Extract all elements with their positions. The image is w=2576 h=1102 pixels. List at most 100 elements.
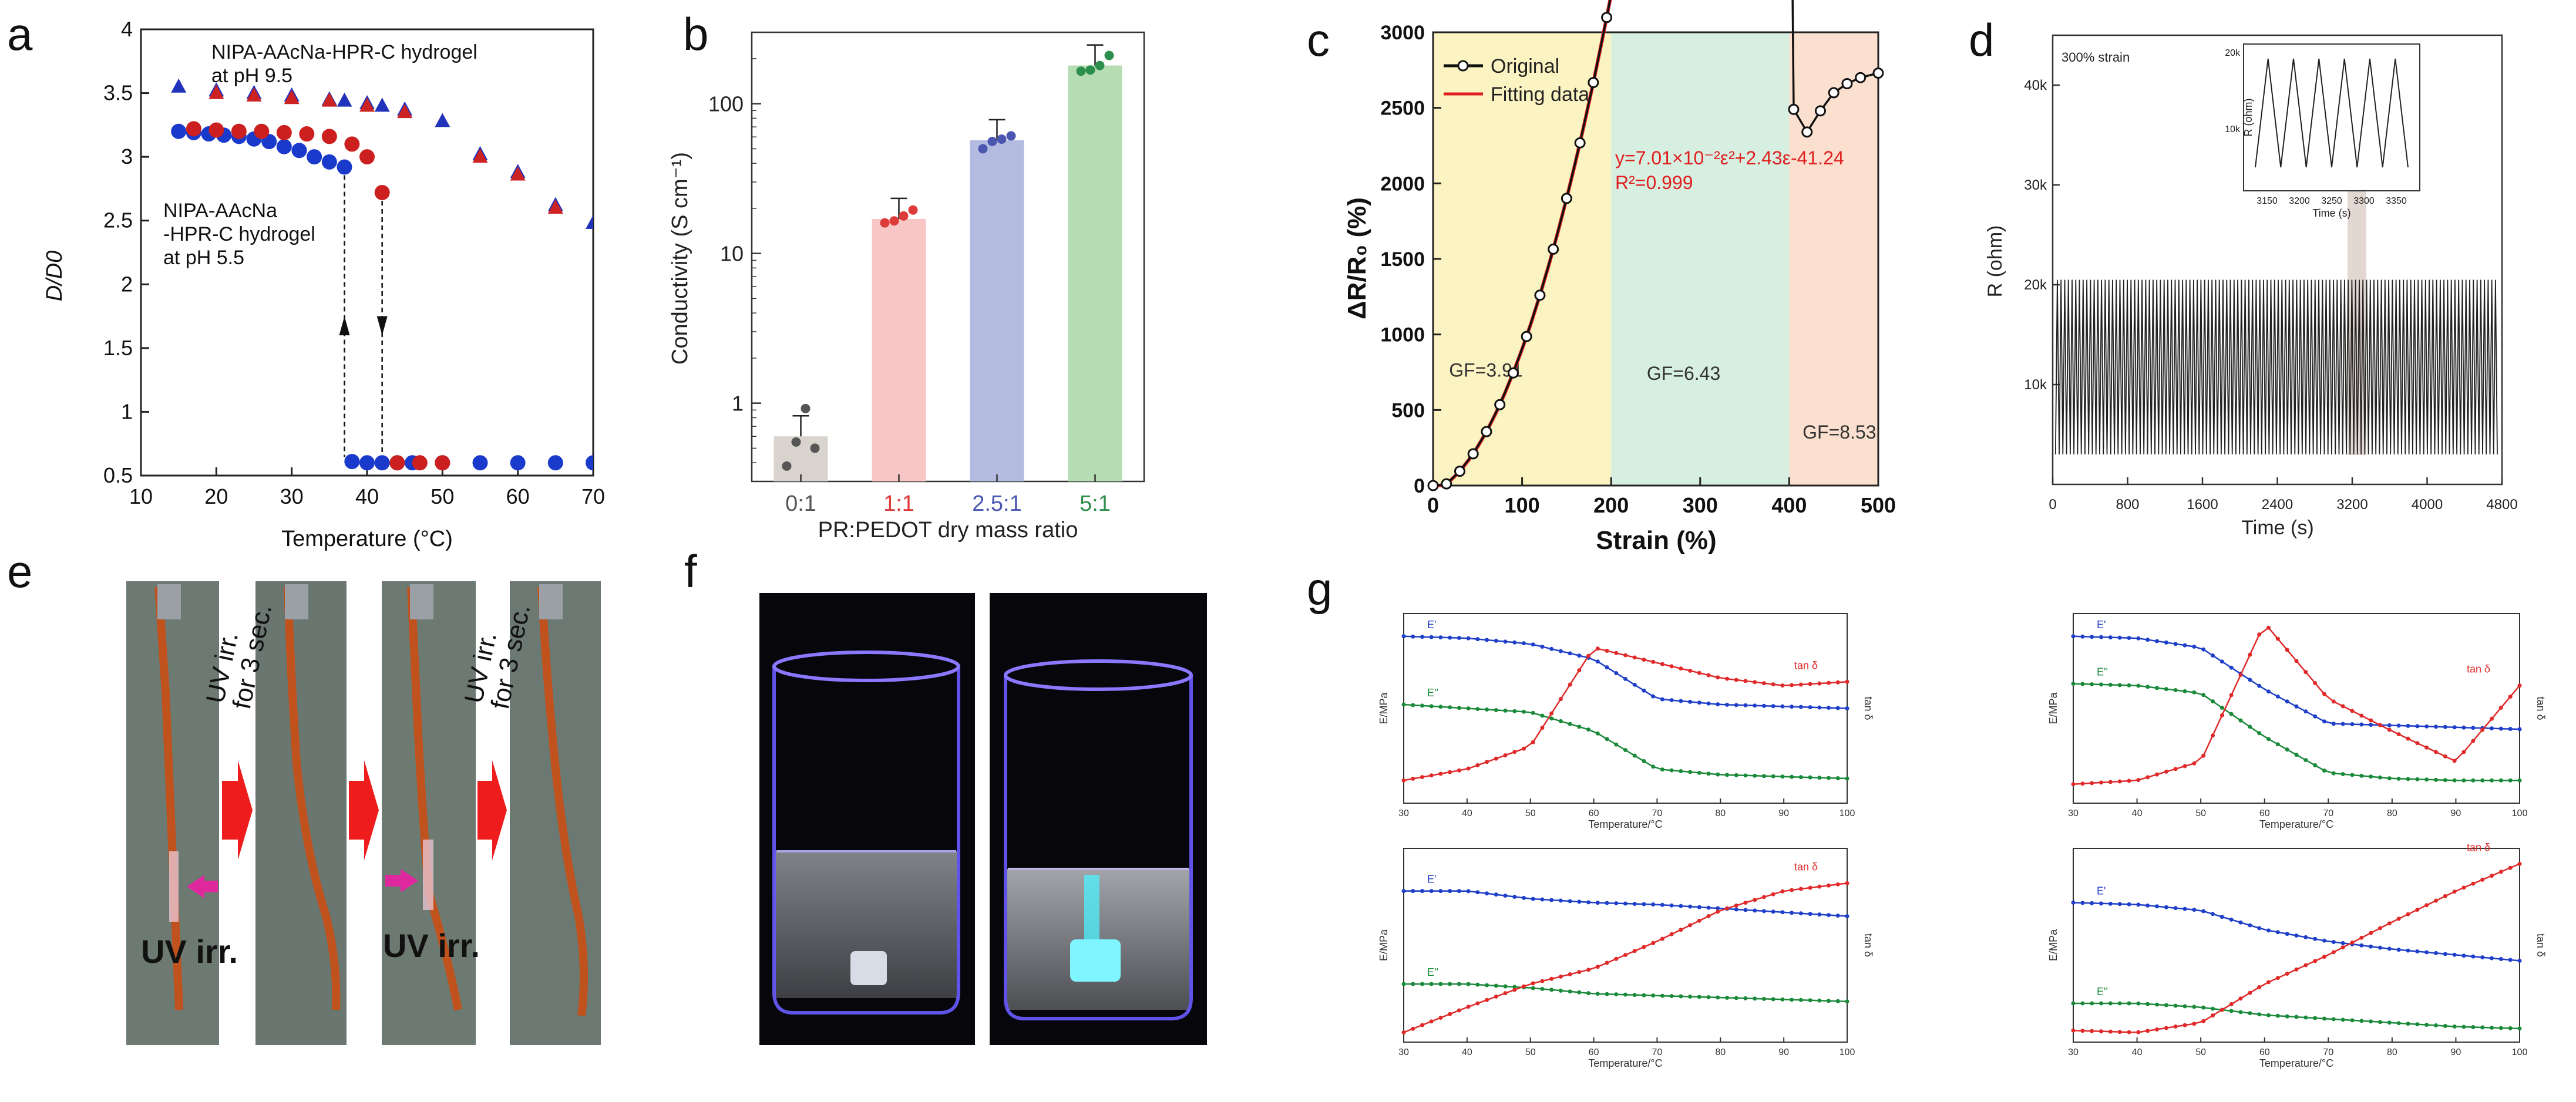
a-data-point — [186, 121, 201, 137]
g-series-marker — [1827, 913, 1831, 918]
g-series-marker — [1808, 682, 1812, 686]
g-series-marker — [1549, 976, 1554, 981]
g-series-marker — [2201, 647, 2206, 652]
g-series-marker — [1651, 941, 1656, 945]
g-series-marker — [2080, 1029, 2085, 1033]
g-series-marker — [1549, 898, 1554, 902]
g-series-marker — [2192, 908, 2197, 912]
photo-frame-1: UV irr. — [126, 581, 238, 1045]
g-series-marker — [1466, 766, 1471, 771]
g-series-marker — [2443, 724, 2447, 729]
g-series-marker — [2136, 902, 2141, 907]
g-series-marker — [2322, 1016, 2326, 1021]
d-inset-y-tick-label: 20k — [2225, 48, 2241, 58]
g-series-marker — [2145, 1029, 2150, 1033]
g-series-marker — [1660, 936, 1664, 941]
g-series-marker — [2340, 772, 2345, 777]
g-series-marker — [2145, 775, 2150, 780]
g-series-marker — [2071, 1001, 2076, 1006]
g-series-marker — [2350, 940, 2355, 945]
c-original-marker — [1855, 72, 1867, 83]
g-series-marker — [2182, 1004, 2187, 1009]
g-series-marker — [2452, 725, 2457, 730]
gel-fiber-4 — [537, 587, 588, 1016]
g-series-marker — [2285, 699, 2289, 704]
d-inset-trace — [2255, 58, 2409, 168]
a-data-point — [435, 113, 450, 127]
g-series-marker — [1623, 676, 1627, 681]
d-y-tick-label: 20k — [2024, 277, 2047, 293]
g-series-marker — [2331, 722, 2336, 726]
g-series-line — [2073, 863, 2520, 1033]
g-series-marker — [1660, 767, 1664, 772]
g-series-marker — [1521, 709, 1526, 714]
g-series-marker — [1808, 998, 1812, 1003]
c-original-marker — [1801, 126, 1813, 138]
g-series-marker — [1845, 881, 1849, 885]
panel-b: b 1 10 100 0:1 1:1 2.5:1 5:1 PR:PEDOT dry mass… — [668, 8, 1145, 542]
g-series-marker — [1429, 704, 1434, 709]
clamp-3 — [410, 584, 433, 619]
g-series-marker — [1660, 662, 1664, 666]
c-ticks: 0 100 200 300 400 500 0 500 1000 1500 2000 2500 3000 — [1380, 22, 1896, 517]
a-ticks: 10 20 30 40 50 60 70 0.5 1 1.5 2 2.5 3 3.5 4 — [103, 17, 605, 508]
b-data-point — [791, 437, 801, 447]
beaker-left-wall — [772, 666, 960, 1015]
g-series-marker — [1420, 889, 1424, 894]
g-series-marker — [1688, 923, 1693, 928]
g-series-marker — [1743, 703, 1748, 707]
a-data-point — [359, 455, 375, 471]
g-series-marker — [1475, 982, 1480, 987]
g-series-marker — [1688, 995, 1693, 999]
g-series-marker — [1475, 890, 1480, 895]
g-series-marker — [2294, 934, 2299, 938]
g-x-tick-label: 60 — [1589, 808, 1599, 818]
g-series-marker — [1817, 998, 1822, 1003]
g-series-marker — [2480, 877, 2485, 882]
g-series-marker — [1429, 982, 1434, 986]
g-series-marker — [2452, 759, 2457, 763]
g-series-marker — [1725, 702, 1730, 707]
g-x-tick-label: 40 — [2132, 808, 2143, 818]
g-series-marker — [2108, 1029, 2113, 1034]
g-series-marker — [2498, 726, 2503, 731]
g-series-marker — [1475, 1001, 1480, 1006]
g-series-marker — [1706, 771, 1711, 776]
panel-label-g: g — [1307, 563, 1332, 615]
panel-label-f: f — [684, 545, 697, 597]
g-series-marker — [1790, 911, 1794, 915]
c-original-marker — [1601, 12, 1613, 23]
g-series-marker — [2238, 1010, 2243, 1015]
c-y-tick-label: 500 — [1391, 399, 1425, 422]
g-series-marker — [1401, 634, 1406, 639]
g-series-marker — [1790, 997, 1794, 1002]
g-series-marker — [1614, 671, 1619, 676]
c-original-marker — [1507, 367, 1519, 379]
g-series-marker — [1827, 883, 1831, 888]
g-series-marker — [1697, 918, 1701, 923]
clamp-4 — [539, 584, 563, 619]
a-y-tick-label: 1.5 — [103, 336, 133, 360]
g-series-marker — [2443, 894, 2447, 898]
g-series-marker — [1401, 982, 1406, 986]
g-series-marker — [2387, 1020, 2392, 1025]
c-original-marker — [1441, 478, 1452, 490]
g-x-tick-label: 70 — [2323, 808, 2333, 818]
a-data-point — [374, 184, 390, 200]
g-y2-axis-label: tan δ — [1862, 934, 1874, 957]
g-series-marker — [1586, 968, 1591, 972]
g-series-marker — [1798, 682, 1803, 687]
d-inset-x-tick-label: 3350 — [2386, 196, 2407, 206]
g-series-marker — [1420, 635, 1424, 639]
g-series-marker — [1577, 899, 1582, 904]
g-series-marker — [1549, 646, 1554, 651]
c-original-marker — [1534, 289, 1546, 301]
a-data-point — [276, 124, 292, 140]
d-inset-x-tick-label: 3150 — [2256, 196, 2278, 206]
g-series-marker — [2424, 777, 2429, 782]
d-y-tick-label: 30k — [2024, 177, 2047, 193]
g-series-marker — [1448, 889, 1452, 894]
g-series-marker — [1614, 956, 1619, 961]
g-series-marker — [1817, 681, 1822, 686]
